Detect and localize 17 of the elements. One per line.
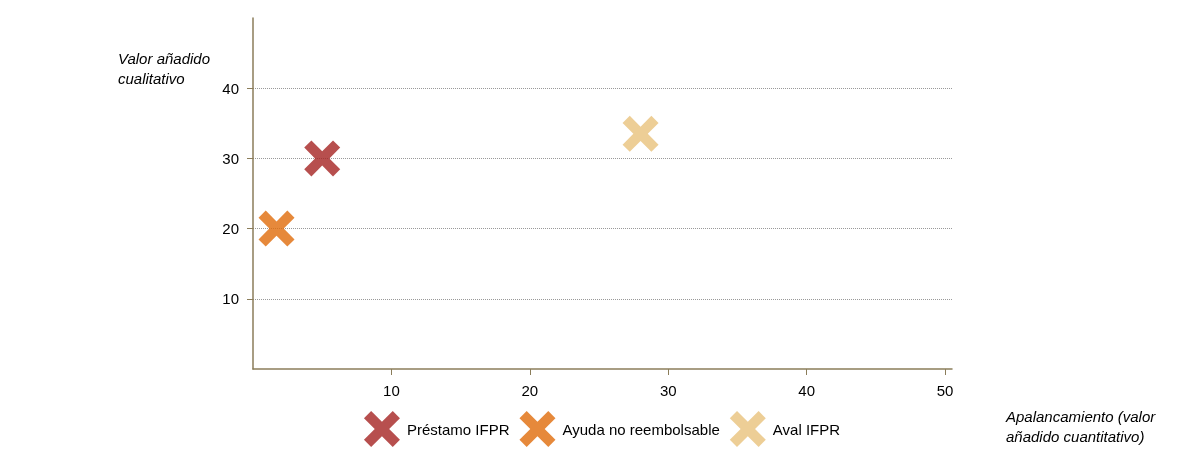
y-tick-label: 10: [222, 290, 239, 308]
y-tick-label: 40: [222, 79, 239, 97]
legend-label: Aval IFPR: [772, 420, 841, 438]
x-tick-label: 20: [521, 382, 539, 399]
point: [258, 210, 295, 247]
x-tick-label: 40: [798, 382, 816, 399]
point: [622, 115, 659, 152]
x-tick-label: 30: [659, 382, 677, 399]
point: [304, 140, 341, 177]
y-tick-label: 20: [222, 220, 239, 238]
legend-label: Ayuda no reembolsable: [562, 420, 720, 438]
x-tick-label: 50: [936, 382, 954, 399]
y-tick-label: 30: [222, 149, 239, 167]
x-axis-title: Apalancamiento (valor añadido cuantitativo): [1005, 407, 1157, 445]
legend-label: Préstamo IFPR: [406, 420, 510, 438]
x-tick-label: 10: [383, 382, 400, 399]
y-axis-title: Valor añadido cualitativo: [118, 49, 211, 87]
